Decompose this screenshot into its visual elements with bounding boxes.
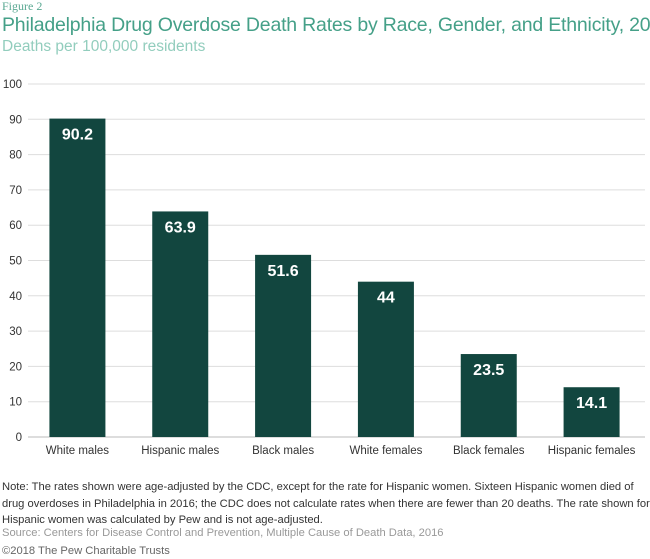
chart-title: Philadelphia Drug Overdose Death Rates b… (2, 14, 650, 36)
bar (357, 281, 414, 437)
y-tick-label: 40 (9, 291, 22, 303)
figure-label: Figure 2 (2, 0, 43, 13)
y-tick-label: 20 (9, 361, 22, 373)
chart-source: Source: Centers for Disease Control and … (2, 527, 444, 539)
bar-value-label: 63.9 (165, 219, 196, 236)
chart-subtitle: Deaths per 100,000 residents (2, 38, 206, 55)
x-category-label: Black males (252, 445, 314, 457)
bar (563, 387, 620, 437)
y-tick-label: 10 (9, 397, 22, 409)
chart-note: Note: The rates shown were age-adjusted … (2, 481, 650, 526)
y-tick-label: 0 (16, 432, 22, 444)
x-category-label: Hispanic females (548, 445, 636, 457)
y-tick-label: 60 (9, 220, 22, 232)
x-category-label: White females (349, 445, 422, 457)
x-category-label: White males (46, 445, 110, 457)
y-tick-label: 70 (9, 185, 22, 197)
bar-value-label: 51.6 (268, 263, 299, 280)
y-tick-label: 50 (9, 256, 22, 268)
y-tick-label: 100 (3, 79, 22, 91)
bar (152, 211, 209, 437)
bar (460, 354, 517, 437)
bar-value-label: 23.5 (473, 362, 504, 379)
x-category-label: Black females (453, 445, 525, 457)
y-tick-label: 30 (9, 326, 22, 338)
bar (49, 118, 106, 438)
bar-value-label: 90.2 (62, 127, 93, 144)
y-tick-label: 80 (9, 150, 22, 162)
bar-chart: 0 10 20 30 40 50 60 70 80 90 100 90.2 White males 63.… (3, 79, 645, 457)
bar (255, 254, 312, 437)
x-category-label: Hispanic males (141, 445, 219, 457)
copyright: ©2018 The Pew Charitable Trusts (2, 545, 170, 557)
bar-value-label: 44 (377, 290, 395, 307)
y-tick-label: 90 (9, 114, 22, 126)
bar-value-label: 14.1 (576, 395, 607, 412)
